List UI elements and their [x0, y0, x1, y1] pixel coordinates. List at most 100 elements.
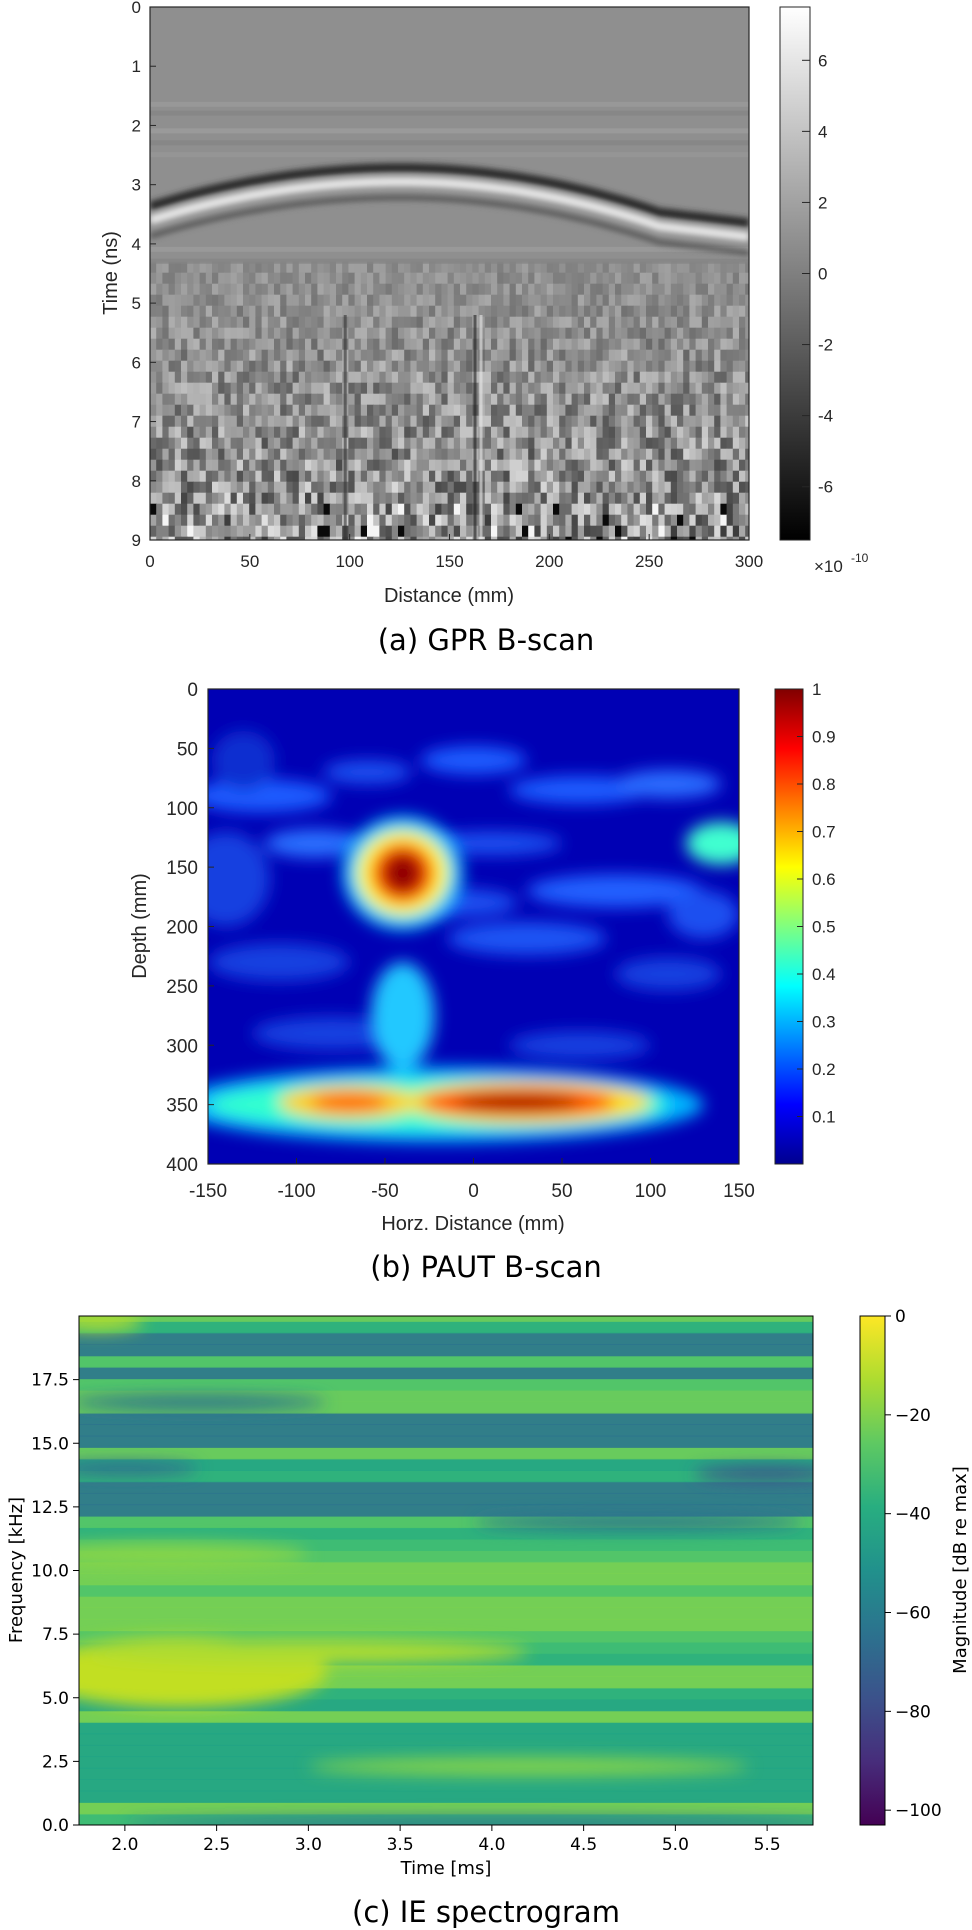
gpr-noise-cell [236, 382, 244, 395]
gpr-noise-cell [509, 525, 517, 538]
gpr-noise-cell [156, 360, 163, 373]
gpr-noise-cell [615, 393, 622, 406]
gpr-noise-cell [385, 426, 393, 439]
gpr-noise-cell [559, 426, 566, 439]
gpr-noise-cell [162, 459, 170, 472]
gpr-noise-cell [540, 536, 548, 540]
gpr-noise-cell [478, 294, 486, 307]
gpr-noise-cell [565, 294, 573, 307]
gpr-noise-cell [373, 294, 380, 307]
gpr-noise-cell [156, 536, 163, 540]
gpr-noise-cell [218, 338, 225, 351]
gpr-noise-cell [453, 404, 461, 417]
gpr-noise-cell [410, 503, 418, 516]
gpr-noise-cell [565, 283, 573, 296]
gpr-noise-cell [627, 393, 635, 406]
gpr-noise-cell [590, 371, 597, 384]
gpr-noise-cell [292, 492, 300, 505]
gpr-noise-cell [466, 536, 473, 540]
gpr-noise-cell [577, 415, 585, 428]
gpr-noise-cell [534, 349, 542, 362]
gpr-noise-cell [739, 514, 746, 527]
gpr-noise-cell [670, 426, 678, 439]
gpr-noise-cell [410, 382, 418, 395]
gpr-noise-cell [615, 459, 622, 472]
gpr-noise-cell [311, 459, 318, 472]
gpr-noise-cell [404, 316, 411, 329]
gpr-noise-cell [367, 261, 374, 274]
gpr-noise-cell [435, 481, 442, 494]
gpr-noise-cell [199, 360, 207, 373]
gpr-noise-cell [398, 525, 405, 538]
gpr-noise-cell [429, 437, 436, 450]
gpr-noise-cell [652, 382, 659, 395]
gpr-noise-cell [658, 349, 666, 362]
gpr-noise-cell [243, 393, 250, 406]
ie-x-tick-label: 2.5 [203, 1835, 230, 1855]
gpr-noise-cell [298, 437, 306, 450]
gpr-noise-cell [695, 536, 703, 540]
gpr-noise-cell [218, 283, 225, 296]
gpr-noise-cell [670, 294, 678, 307]
gpr-noise-cell [491, 404, 498, 417]
gpr-noise-cell [367, 415, 374, 428]
gpr-noise-cell [534, 437, 542, 450]
gpr-noise-cell [354, 525, 362, 538]
gpr-noise-cell [441, 459, 449, 472]
gpr-noise-cell [348, 437, 356, 450]
gpr-noise-cell [726, 536, 734, 540]
gpr-noise-cell [181, 437, 188, 450]
ie-band [79, 1527, 813, 1540]
gpr-noise-cell [367, 492, 374, 505]
gpr-noise-cell [732, 272, 740, 285]
gpr-noise-cell [348, 360, 356, 373]
gpr-noise-cell [633, 338, 641, 351]
gpr-x-tick-label: 150 [435, 552, 463, 571]
gpr-noise-cell [677, 470, 684, 483]
ie-cb-tick-label: 0 [895, 1307, 906, 1327]
gpr-noise-cell [416, 448, 424, 461]
gpr-noise-cell [181, 327, 188, 340]
gpr-noise-cell [305, 437, 312, 450]
gpr-noise-cell [677, 514, 684, 527]
paut-reflector-core [383, 852, 423, 894]
gpr-noise-cell [311, 305, 318, 318]
gpr-noise-cell [298, 525, 306, 538]
gpr-noise-cell [367, 426, 374, 439]
gpr-noise-cell [298, 448, 306, 461]
gpr-noise-cell [646, 371, 653, 384]
gpr-noise-cell [385, 393, 393, 406]
gpr-noise-cell [398, 305, 405, 318]
gpr-noise-cell [441, 371, 449, 384]
gpr-noise-cell [187, 503, 194, 516]
gpr-noise-cell [174, 503, 182, 516]
gpr-noise-cell [292, 327, 300, 340]
gpr-noise-cell [150, 360, 157, 373]
gpr-noise-cell [726, 404, 734, 417]
gpr-noise-cell [695, 360, 703, 373]
gpr-noise-cell [670, 437, 678, 450]
gpr-noise-cell [701, 437, 709, 450]
gpr-noise-cell [621, 503, 628, 516]
gpr-noise-cell [367, 437, 374, 450]
gpr-noise-cell [379, 371, 387, 384]
ie-band [79, 1744, 813, 1758]
gpr-noise-cell [503, 272, 511, 285]
gpr-noise-cell [398, 272, 405, 285]
gpr-noise-cell [280, 492, 287, 505]
gpr-noise-cell [701, 426, 709, 439]
gpr-noise-cell [354, 448, 362, 461]
gpr-noise-cell [410, 514, 418, 527]
gpr-noise-cell [404, 272, 411, 285]
gpr-noise-cell [726, 393, 734, 406]
gpr-noise-cell [546, 470, 554, 483]
gpr-noise-cell [373, 492, 380, 505]
paut-y-tick-label: 400 [166, 1155, 198, 1176]
gpr-noise-cell [162, 283, 170, 296]
gpr-noise-cell [515, 371, 523, 384]
gpr-noise-cell [193, 514, 201, 527]
gpr-noise-cell [379, 470, 387, 483]
gpr-noise-cell [745, 448, 749, 461]
gpr-noise-cell [745, 470, 749, 483]
